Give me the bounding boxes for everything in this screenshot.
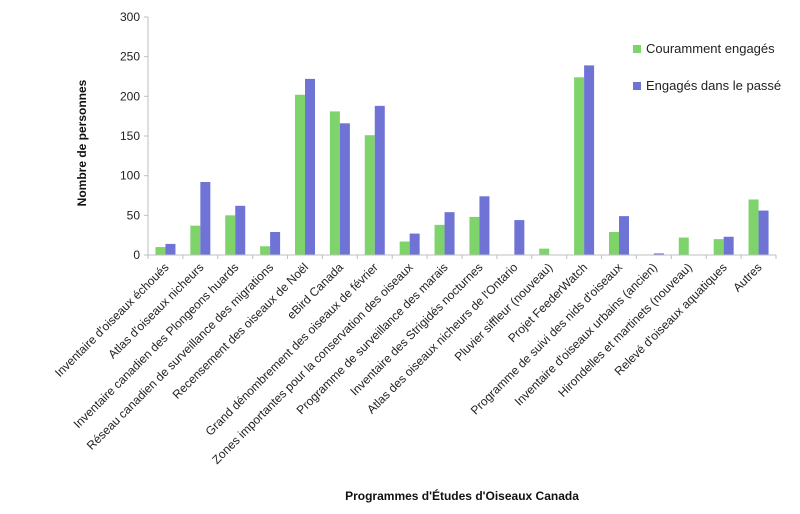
- bar-passe: [444, 212, 455, 255]
- bar-passe: [758, 210, 769, 255]
- legend: Couramment engagés Engagés dans le passé: [633, 41, 781, 93]
- legend-label: Engagés dans le passé: [646, 78, 781, 93]
- bar-couramment: [225, 215, 236, 255]
- y-tick-label: 50: [127, 208, 141, 222]
- bar-passe: [653, 253, 664, 255]
- bar-passe: [619, 216, 629, 255]
- bar-passe: [584, 65, 595, 255]
- bar-passe: [409, 233, 420, 255]
- legend-label: Couramment engagés: [646, 41, 775, 56]
- bar-couramment: [155, 247, 166, 255]
- bar-couramment: [434, 224, 445, 255]
- bar-passe: [305, 78, 315, 255]
- bar-passe: [200, 182, 211, 255]
- bar-couramment: [678, 237, 689, 255]
- y-tick-label: 0: [133, 248, 140, 262]
- y-axis-title: Nombre de personnes: [75, 79, 89, 206]
- y-tick-label: 250: [120, 50, 140, 64]
- y-tick-label: 300: [120, 10, 140, 24]
- bar-passe: [723, 236, 734, 255]
- bar-couramment: [364, 135, 375, 255]
- bar-couramment: [609, 231, 619, 255]
- bar-couramment: [329, 111, 340, 255]
- bar-passe: [374, 105, 385, 255]
- bar-couramment: [574, 77, 585, 255]
- bar-passe: [270, 231, 281, 255]
- bar-couramment: [748, 199, 759, 255]
- y-axis-ticks: 0 50 100 150 200 250 300: [120, 10, 148, 262]
- bar-couramment: [260, 246, 271, 255]
- bar-passe: [514, 220, 525, 255]
- y-tick-label: 100: [120, 169, 140, 183]
- x-axis-title: Programmes d'Études d'Oiseaux Canada: [345, 488, 579, 503]
- bar-passe: [235, 205, 246, 255]
- bar-couramment: [539, 248, 550, 255]
- legend-swatch: [633, 82, 641, 90]
- x-tick-label: Autres: [730, 260, 764, 294]
- bar-couramment: [399, 241, 410, 255]
- bar-passe: [339, 123, 350, 255]
- bar-passe: [165, 243, 176, 255]
- bar-couramment: [190, 225, 201, 255]
- legend-swatch: [633, 45, 641, 53]
- bar-couramment: [295, 94, 305, 255]
- y-tick-label: 200: [120, 89, 140, 103]
- bar-couramment: [713, 239, 724, 255]
- bars-group: [155, 65, 769, 255]
- y-tick-label: 150: [120, 129, 140, 143]
- bar-couramment: [469, 216, 480, 255]
- bar-passe: [479, 196, 490, 255]
